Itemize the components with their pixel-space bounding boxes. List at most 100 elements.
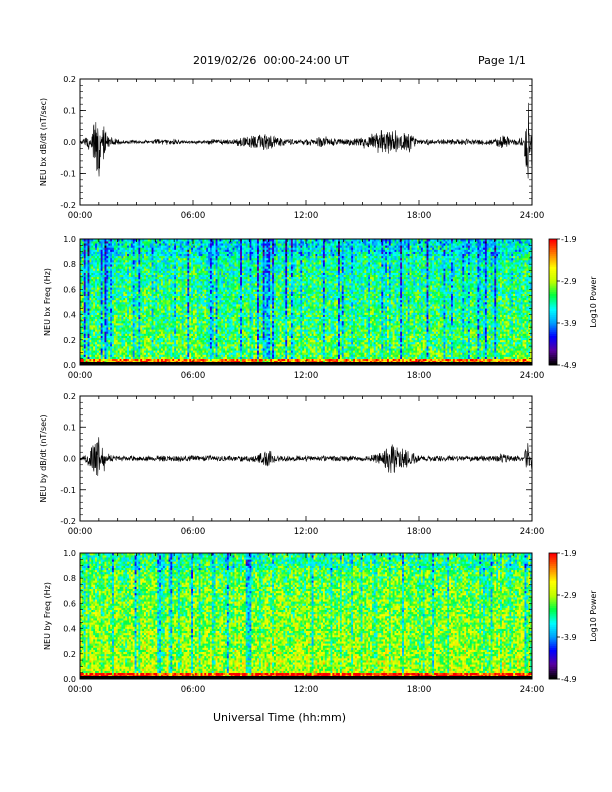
heatmap-cell (193, 260, 195, 262)
heatmap-cell (106, 306, 108, 308)
heatmap-cell (123, 355, 125, 357)
heatmap-cell (174, 254, 176, 256)
heatmap-cell (169, 342, 171, 344)
heatmap-cell (165, 331, 167, 333)
heatmap-cell (118, 355, 120, 357)
heatmap-cell (121, 277, 123, 279)
heatmap-cell (180, 313, 182, 315)
heatmap-cell (195, 254, 197, 256)
heatmap-cell (195, 298, 197, 300)
heatmap-cell (142, 298, 144, 300)
heatmap-cell (197, 294, 199, 296)
heatmap-cell (121, 285, 123, 287)
heatmap-cell (82, 308, 84, 310)
heatmap-cell (104, 325, 106, 327)
heatmap-cell (225, 268, 227, 270)
heatmap-cell (144, 336, 146, 338)
heatmap-cell (146, 283, 148, 285)
heatmap-cell (219, 323, 221, 325)
heatmap-cell (137, 359, 139, 361)
heatmap-cell (155, 300, 157, 302)
heatmap-cell (219, 256, 221, 258)
heatmap-cell (123, 271, 125, 273)
heatmap-cell (219, 304, 221, 306)
heatmap-cell (99, 329, 101, 331)
heatmap-cell (152, 243, 154, 245)
heatmap-cell (167, 262, 169, 264)
heatmap-cell (150, 344, 152, 346)
heatmap-cell (180, 298, 182, 300)
heatmap-cell (112, 319, 114, 321)
heatmap-cell (208, 306, 210, 308)
heatmap-cell (170, 357, 172, 359)
heatmap-cell (140, 294, 142, 296)
heatmap-cell (197, 338, 199, 340)
heatmap-cell (167, 283, 169, 285)
heatmap-cell (121, 359, 123, 361)
heatmap-cell (116, 350, 118, 352)
heatmap-cell (104, 283, 106, 285)
heatmap-cell (135, 262, 137, 264)
heatmap-cell (212, 268, 214, 270)
heatmap-cell (131, 355, 133, 357)
heatmap-cell (150, 292, 152, 294)
heatmap-cell (231, 310, 233, 312)
heatmap-cell (221, 350, 223, 352)
heatmap-cell (95, 331, 97, 333)
heatmap-cell (118, 262, 120, 264)
heatmap-cell (82, 315, 84, 317)
heatmap-cell (152, 285, 154, 287)
heatmap-cell (208, 359, 210, 361)
heatmap-cell (97, 289, 99, 291)
heatmap-cell (223, 254, 225, 256)
heatmap-cell (216, 317, 218, 319)
heatmap-cell (97, 285, 99, 287)
heatmap-cell (127, 313, 129, 315)
heatmap-cell (118, 281, 120, 283)
heatmap-cell (197, 292, 199, 294)
heatmap-cell (121, 331, 123, 333)
heatmap-cell (221, 315, 223, 317)
heatmap-cell (223, 306, 225, 308)
heatmap-cell (127, 344, 129, 346)
heatmap-cell (174, 348, 176, 350)
heatmap-cell (167, 302, 169, 304)
heatmap-cell (189, 256, 191, 258)
heatmap-cell (212, 304, 214, 306)
heatmap-cell (221, 243, 223, 245)
heatmap-cell (199, 319, 201, 321)
heatmap-cell (217, 296, 219, 298)
heatmap-cell (187, 283, 189, 285)
heatmap-cell (229, 357, 231, 359)
heatmap-cell (142, 329, 144, 331)
heatmap-cell (167, 294, 169, 296)
heatmap-cell (157, 298, 159, 300)
heatmap-cell (86, 304, 88, 306)
heatmap-cell (182, 298, 184, 300)
heatmap-cell (202, 319, 204, 321)
heatmap-cell (120, 243, 122, 245)
heatmap-cell (110, 260, 112, 262)
heatmap-cell (212, 289, 214, 291)
heatmap-cell (110, 287, 112, 289)
heatmap-cell (93, 325, 95, 327)
heatmap-cell (86, 323, 88, 325)
heatmap-cell (95, 296, 97, 298)
heatmap-cell (101, 241, 103, 243)
heatmap-cell (208, 346, 210, 348)
heatmap-cell (221, 285, 223, 287)
heatmap-cell (155, 308, 157, 310)
heatmap-cell (157, 289, 159, 291)
heatmap-cell (165, 281, 167, 283)
heatmap-cell (95, 325, 97, 327)
heatmap-cell (112, 352, 114, 354)
heatmap-cell (155, 306, 157, 308)
heatmap-cell (227, 252, 229, 254)
heatmap-cell (229, 327, 231, 329)
heatmap-cell (169, 355, 171, 357)
heatmap-cell (135, 294, 137, 296)
heatmap-cell (88, 352, 90, 354)
heatmap-cell (161, 319, 163, 321)
heatmap-cell (133, 357, 135, 359)
heatmap-cell (155, 355, 157, 357)
